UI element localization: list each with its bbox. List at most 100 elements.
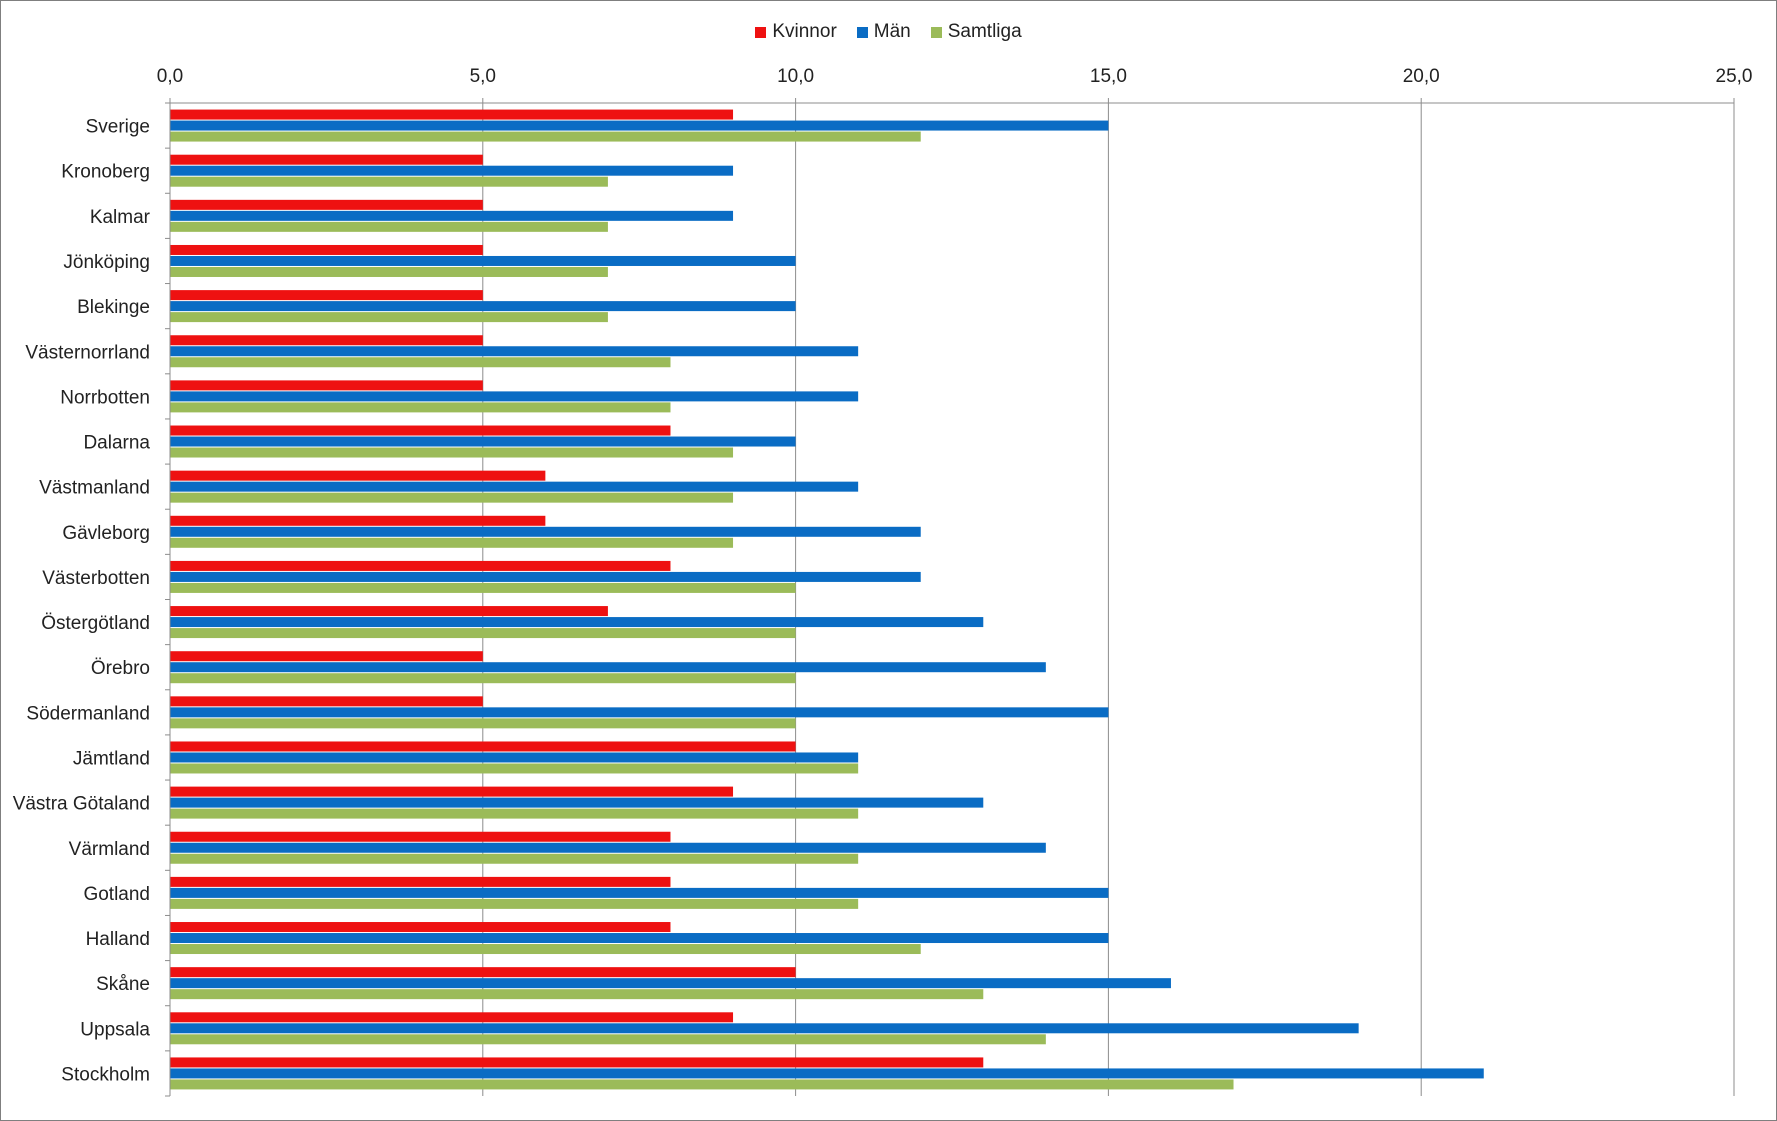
bar <box>170 481 859 492</box>
bar <box>170 582 796 593</box>
category-label: Sverige <box>86 117 150 138</box>
bar <box>170 221 608 232</box>
bar <box>170 651 483 662</box>
bar <box>170 346 859 357</box>
bar <box>170 1034 1046 1045</box>
bar <box>170 696 483 707</box>
bar <box>170 447 734 458</box>
category-label: Västmanland <box>39 478 150 499</box>
bar <box>170 1023 1359 1034</box>
bar <box>170 853 859 864</box>
category-label: Västerbotten <box>42 568 150 589</box>
bar <box>170 967 796 978</box>
legend-label-kvinnor: Kvinnor <box>772 21 837 42</box>
bar <box>170 831 671 842</box>
bar <box>170 165 734 176</box>
category-label: Dalarna <box>83 433 150 454</box>
bar <box>170 933 1109 944</box>
bar <box>170 617 984 628</box>
bar <box>170 402 671 413</box>
tick-labels: 0,0 5,0 10,0 15,0 20,0 25,0 <box>157 66 1753 87</box>
tick-label: 20,0 <box>1403 66 1440 87</box>
bar <box>170 786 734 797</box>
bar <box>170 154 483 165</box>
bar <box>170 131 921 142</box>
category-label: Örebro <box>91 658 150 679</box>
legend-label-man: Män <box>873 21 911 42</box>
tick-label: 25,0 <box>1716 66 1753 87</box>
bar <box>170 120 1109 131</box>
bar <box>170 673 796 684</box>
bar <box>170 1057 984 1068</box>
bar <box>170 176 608 187</box>
category-label: Uppsala <box>80 1019 150 1040</box>
bar <box>170 1012 734 1023</box>
bar <box>170 898 859 909</box>
tick-label: 10,0 <box>777 66 814 87</box>
bar <box>170 718 796 729</box>
category-label: Jämtland <box>73 748 150 769</box>
tick-label: 0,0 <box>157 66 183 87</box>
legend-label-samtliga: Samtliga <box>947 21 1022 42</box>
category-label: Kalmar <box>90 207 151 228</box>
category-label: Gotland <box>83 884 150 905</box>
legend-item-samtliga: Samtliga <box>930 21 1022 43</box>
bar <box>170 255 796 266</box>
category-label: Halland <box>86 929 150 950</box>
bar <box>170 571 921 582</box>
bar <box>170 808 859 819</box>
bar <box>170 842 1046 853</box>
bar <box>170 978 1171 989</box>
bar <box>170 989 984 1000</box>
axes <box>165 102 1734 1097</box>
tick-label: 15,0 <box>1090 66 1127 87</box>
legend: Kvinnor Män Samtliga <box>0 20 1777 44</box>
bar <box>170 560 671 571</box>
category-label: Värmland <box>69 839 150 860</box>
legend-swatch-samtliga <box>930 26 942 38</box>
bar <box>170 199 483 210</box>
category-labels: Sverige Kronoberg Kalmar Jönköping Blekinge V… <box>13 117 151 1086</box>
bar <box>170 763 859 774</box>
bar <box>170 752 859 763</box>
bar <box>170 109 734 120</box>
bar <box>170 526 921 537</box>
bar <box>170 1079 1234 1090</box>
tick-label: 5,0 <box>470 66 496 87</box>
category-label: Gävleborg <box>62 523 150 544</box>
category-label: Västra Götaland <box>13 794 150 815</box>
category-label: Blekinge <box>77 297 150 318</box>
bar <box>170 312 608 323</box>
bar <box>170 470 546 481</box>
bar <box>170 797 984 808</box>
category-label: Västernorrland <box>25 342 150 363</box>
bar <box>170 707 1109 718</box>
bar <box>170 662 1046 673</box>
legend-swatch-kvinnor <box>755 26 767 38</box>
bar <box>170 741 796 752</box>
bar <box>170 537 734 548</box>
bar <box>170 436 796 447</box>
legend-item-kvinnor: Kvinnor <box>755 21 837 43</box>
legend-item-man: Män <box>856 21 911 43</box>
category-label: Jönköping <box>63 252 150 273</box>
bar <box>170 266 608 277</box>
category-label: Skåne <box>96 974 150 995</box>
bar <box>170 380 483 391</box>
bar <box>170 425 671 436</box>
bar <box>170 887 1109 898</box>
bar <box>170 628 796 639</box>
bar <box>170 922 671 933</box>
bar <box>170 515 546 526</box>
bar <box>170 1068 1484 1079</box>
bars <box>170 109 1484 1090</box>
bar <box>170 876 671 887</box>
category-label: Östergötland <box>41 613 150 634</box>
category-label: Norrbotten <box>60 387 150 408</box>
bar <box>170 357 671 368</box>
category-label: Kronoberg <box>61 162 150 183</box>
bar <box>170 391 859 402</box>
bar <box>170 301 796 312</box>
bar <box>170 210 734 221</box>
